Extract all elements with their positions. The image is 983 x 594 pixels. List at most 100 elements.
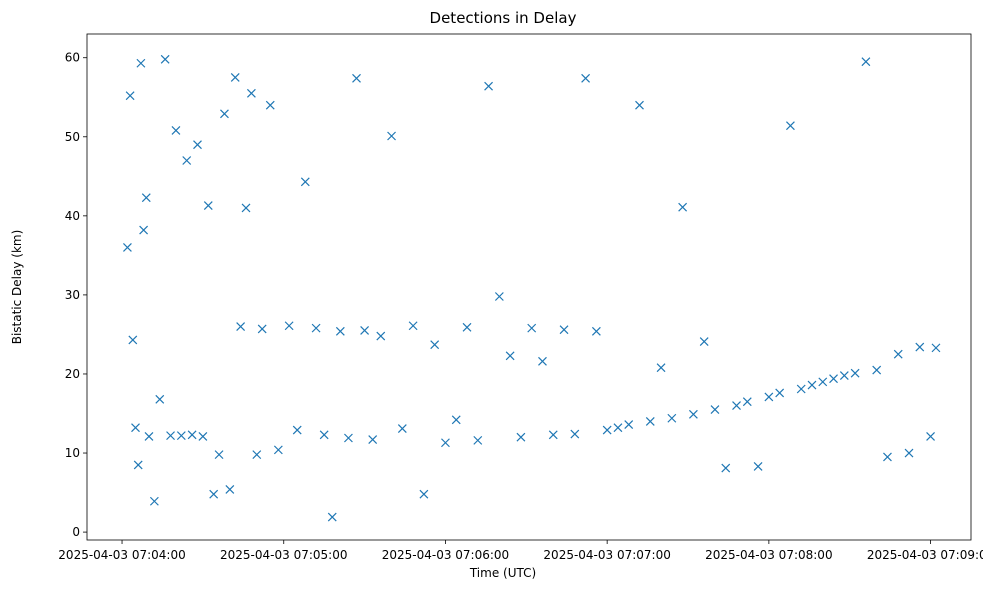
data-point bbox=[861, 57, 871, 67]
data-point bbox=[193, 140, 202, 150]
data-point bbox=[214, 450, 224, 460]
data-point bbox=[171, 126, 181, 135]
data-point bbox=[829, 374, 838, 384]
data-point bbox=[850, 368, 860, 378]
data-point bbox=[516, 432, 526, 442]
x-tick-label: 2025-04-03 07:07:00 bbox=[543, 548, 670, 562]
data-point bbox=[155, 394, 165, 404]
data-point bbox=[230, 73, 240, 82]
data-point bbox=[721, 463, 731, 473]
y-axis-ticks: 0 10 20 30 40 50 60 bbox=[65, 51, 87, 539]
data-point bbox=[538, 356, 547, 366]
data-point bbox=[602, 425, 612, 435]
y-tick-label: 60 bbox=[65, 51, 80, 65]
data-point bbox=[764, 392, 774, 402]
data-point bbox=[133, 460, 143, 470]
data-point bbox=[257, 324, 267, 334]
data-point bbox=[225, 484, 235, 494]
points-layer bbox=[123, 54, 941, 522]
y-axis-label: Bistatic Delay (km) bbox=[10, 230, 24, 345]
x-tick-label: 2025-04-03 07:06:00 bbox=[382, 548, 509, 562]
data-point bbox=[419, 489, 429, 499]
data-point bbox=[246, 88, 256, 98]
data-point bbox=[300, 177, 310, 187]
data-point bbox=[732, 401, 741, 411]
data-point bbox=[166, 431, 175, 441]
data-point bbox=[198, 432, 208, 441]
data-point bbox=[149, 496, 159, 506]
data-point bbox=[473, 435, 483, 445]
data-point bbox=[559, 325, 569, 335]
data-point bbox=[904, 448, 914, 458]
data-point bbox=[527, 323, 537, 333]
data-point bbox=[265, 100, 275, 110]
chart-title: Detections in Delay bbox=[430, 9, 577, 27]
data-point bbox=[131, 423, 140, 433]
data-point bbox=[872, 365, 882, 375]
data-point bbox=[678, 202, 688, 212]
data-point bbox=[139, 225, 149, 235]
y-tick-label: 10 bbox=[65, 446, 80, 460]
data-point bbox=[273, 445, 283, 455]
data-point bbox=[292, 425, 302, 435]
y-tick-label: 20 bbox=[65, 367, 80, 381]
data-point bbox=[581, 73, 591, 83]
data-point bbox=[451, 415, 461, 425]
data-point bbox=[335, 326, 345, 336]
data-point bbox=[387, 131, 396, 141]
data-point bbox=[893, 349, 903, 359]
y-tick-label: 50 bbox=[65, 130, 80, 144]
data-point bbox=[548, 430, 558, 440]
data-point bbox=[775, 388, 785, 398]
data-point bbox=[818, 377, 828, 387]
data-point bbox=[368, 435, 378, 445]
data-point bbox=[203, 201, 213, 210]
data-point bbox=[160, 54, 170, 64]
data-point bbox=[742, 397, 752, 407]
data-point bbox=[430, 340, 440, 350]
data-point bbox=[220, 109, 229, 119]
data-point bbox=[311, 323, 321, 333]
data-point bbox=[397, 424, 407, 433]
data-point bbox=[613, 423, 623, 433]
data-point bbox=[176, 431, 186, 441]
data-point bbox=[624, 420, 634, 429]
data-point bbox=[441, 438, 450, 448]
data-point bbox=[236, 322, 246, 331]
x-tick-label: 2025-04-03 07:09:00 bbox=[867, 548, 983, 562]
data-point bbox=[241, 203, 251, 213]
data-point bbox=[327, 512, 337, 522]
plot-area-frame bbox=[86, 33, 972, 541]
data-point bbox=[123, 243, 132, 252]
x-axis-label: Time (UTC) bbox=[469, 566, 536, 580]
data-point bbox=[753, 462, 763, 471]
data-point bbox=[645, 416, 655, 426]
data-point bbox=[376, 331, 386, 341]
data-point bbox=[209, 489, 219, 499]
data-point bbox=[352, 73, 361, 83]
data-point bbox=[125, 91, 135, 101]
data-point bbox=[839, 371, 849, 380]
data-point bbox=[484, 81, 493, 91]
data-point bbox=[128, 335, 138, 345]
data-point bbox=[786, 121, 795, 131]
data-point bbox=[699, 337, 709, 346]
data-point bbox=[710, 405, 720, 414]
data-point bbox=[408, 321, 418, 331]
x-tick-label: 2025-04-03 07:04:00 bbox=[58, 548, 185, 562]
y-tick-label: 30 bbox=[65, 288, 80, 302]
data-point bbox=[688, 409, 698, 419]
x-axis-ticks: 2025-04-03 07:04:00 2025-04-03 07:05:00 20… bbox=[58, 540, 983, 562]
data-point bbox=[319, 430, 329, 440]
data-point bbox=[883, 452, 892, 462]
data-point bbox=[591, 326, 601, 336]
data-point bbox=[635, 100, 644, 110]
data-point bbox=[926, 432, 935, 441]
data-point bbox=[187, 430, 197, 440]
data-point bbox=[141, 193, 151, 203]
x-tick-label: 2025-04-03 07:05:00 bbox=[220, 548, 347, 562]
data-point bbox=[462, 322, 472, 332]
